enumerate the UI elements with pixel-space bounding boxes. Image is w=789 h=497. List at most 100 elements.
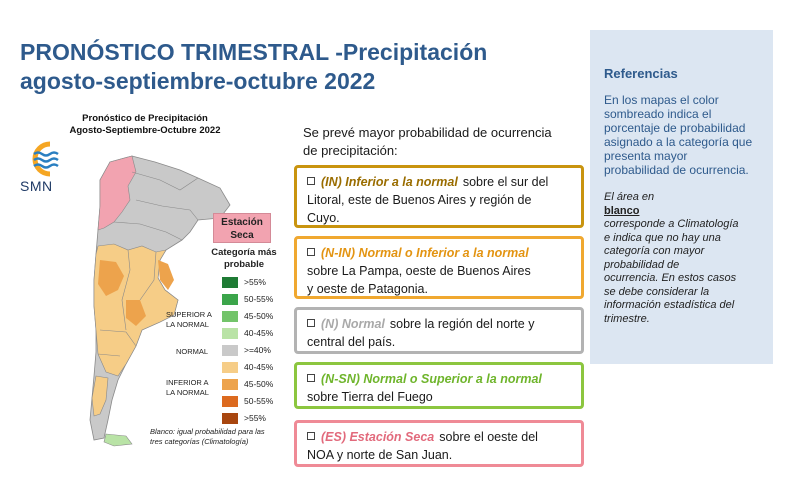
refs-p2-line: corresponde a Climatología bbox=[604, 218, 739, 230]
legend-item: 45-50% bbox=[222, 379, 278, 391]
forecast-line-2: NOA y norte de San Juan. bbox=[307, 448, 453, 462]
map-title: Pronóstico de Precipitación Agosto-Septi… bbox=[60, 113, 230, 137]
legend-swatch bbox=[222, 345, 238, 356]
legend-label: 40-45% bbox=[244, 328, 274, 338]
legend-title: Categoría más probable bbox=[205, 247, 283, 271]
refs-p1-line: porcentaje de probabilidad bbox=[604, 121, 746, 135]
legend-label: >55% bbox=[244, 413, 266, 423]
references-paragraph-2: El área en blanco corresponde a Climatol… bbox=[604, 191, 761, 326]
argentina-forecast-map bbox=[89, 155, 231, 447]
legend-item: 50-55% bbox=[222, 396, 278, 408]
refs-p1-line: asignado a la categoría que bbox=[604, 135, 753, 149]
refs-p2-first-line: El área en blanco bbox=[604, 191, 761, 218]
legend-label: 50-55% bbox=[244, 294, 274, 304]
legend-item: >55% bbox=[222, 413, 278, 425]
forecast-code: (N-IN) Normal o Inferior a la normal bbox=[321, 246, 529, 260]
forecast-line-2: sobre La Pampa, oeste de Buenos Aires bbox=[307, 264, 531, 278]
forecast-box-in: (IN) Inferior a la normal sobre el sur de… bbox=[294, 165, 584, 228]
legend-group-normal: NORMAL bbox=[176, 347, 209, 356]
legend-swatch bbox=[222, 379, 238, 390]
title-line-1: PRONÓSTICO TRIMESTRAL -Precipitación bbox=[20, 39, 488, 65]
refs-p2-line: e indica que no hay una bbox=[604, 231, 721, 244]
blanco-note: Blanco: igual probabilidad para las tres… bbox=[150, 427, 265, 446]
forecast-code: (IN) Inferior a la normal bbox=[321, 175, 458, 189]
legend-label: >55% bbox=[244, 277, 266, 287]
refs-p2-line: trimestre. bbox=[604, 312, 650, 325]
checkbox-bullet-icon bbox=[307, 432, 315, 440]
legend-label: 45-50% bbox=[244, 311, 274, 321]
legend-label: 40-45% bbox=[244, 362, 274, 372]
refs-p1-line: probabilidad de ocurrencia. bbox=[604, 163, 749, 177]
legend-item: >55% bbox=[222, 277, 278, 289]
forecast-code: (N-SN) Normal o Superior a la normal bbox=[321, 372, 542, 386]
smn-logo-text: SMN bbox=[20, 178, 53, 194]
forecast-line-1: (N-SN) Normal o Superior a la normal bbox=[307, 370, 573, 388]
map-region-inferior-45c bbox=[126, 300, 146, 326]
legend-label: 50-55% bbox=[244, 396, 274, 406]
map-title-line-2: Agosto-Septiembre-Octubre 2022 bbox=[69, 125, 221, 136]
forecast-line-3: y oeste de Patagonia. bbox=[307, 282, 428, 296]
forecast-text: sobre el sur del bbox=[462, 175, 549, 189]
refs-p1-line: En los mapas el color bbox=[604, 93, 719, 107]
legend-group-inferior: INFERIOR A LA NORMAL bbox=[166, 378, 209, 398]
page-title: PRONÓSTICO TRIMESTRAL -Precipitación ago… bbox=[20, 38, 487, 96]
group-inferior-line-2: LA NORMAL bbox=[166, 388, 209, 397]
legend-item: 40-45% bbox=[222, 328, 278, 340]
legend-title-line-2: probable bbox=[223, 259, 265, 270]
estacion-line-2: Seca bbox=[230, 230, 254, 241]
map-region-patagonia bbox=[91, 375, 109, 417]
refs-p1-line: presenta mayor bbox=[604, 149, 688, 163]
refs-p2-line: categoría con mayor bbox=[604, 245, 705, 257]
refs-p2-line: probabilidad de bbox=[604, 258, 680, 271]
estacion-seca-label: Estación Seca bbox=[213, 213, 271, 243]
forecast-line-2: sobre Tierra del Fuego bbox=[307, 390, 433, 404]
forecast-box-n-sn: (N-SN) Normal o Superior a la normal sob… bbox=[294, 362, 584, 409]
map-region-estacion-seca bbox=[97, 155, 137, 231]
smn-logo-icon bbox=[32, 141, 59, 177]
legend-title-line-1: Categoría más bbox=[211, 247, 277, 258]
checkbox-bullet-icon bbox=[307, 319, 315, 327]
forecast-code: (ES) Estación Seca bbox=[321, 430, 435, 444]
forecast-code: (N) Normal bbox=[321, 317, 385, 331]
refs-p2-line: ocurrencia. En estos casos bbox=[604, 272, 737, 284]
forecast-line-1: (N-IN) Normal o Inferior a la normal bbox=[307, 244, 573, 262]
forecast-line-1: (ES) Estación Seca sobre el oeste del bbox=[307, 428, 573, 446]
forecast-box-n-in: (N-IN) Normal o Inferior a la normal sob… bbox=[294, 236, 584, 299]
legend-swatch bbox=[222, 328, 238, 339]
checkbox-bullet-icon bbox=[307, 177, 315, 185]
legend-swatch bbox=[222, 413, 238, 424]
forecast-box-es: (ES) Estación Seca sobre el oeste del NOA… bbox=[294, 420, 584, 467]
legend-item: 45-50% bbox=[222, 311, 278, 323]
forecast-line-1: (IN) Inferior a la normal sobre el sur de… bbox=[307, 173, 573, 191]
legend-swatch bbox=[222, 396, 238, 407]
title-line-2: agosto-septiembre-octubre 2022 bbox=[20, 68, 376, 94]
group-superior-line-1: SUPERIOR A bbox=[166, 310, 212, 319]
forecast-line-2: central del país. bbox=[307, 335, 396, 349]
legend-group-superior: SUPERIOR A LA NORMAL bbox=[166, 310, 212, 330]
legend-item: >=40% bbox=[222, 345, 278, 357]
intro-line-1: Se prevé mayor probabilidad de ocurrenci… bbox=[303, 125, 552, 140]
refs-p2-line: información estadística del bbox=[604, 299, 735, 311]
legend-swatch bbox=[222, 362, 238, 373]
references-panel: Referencias En los mapas el color sombre… bbox=[590, 30, 773, 364]
forecast-line-1: (N) Normal sobre la región del norte y bbox=[307, 315, 573, 333]
map-region-tierra-del-fuego bbox=[103, 433, 133, 447]
forecast-text: sobre el oeste del bbox=[439, 430, 538, 444]
legend-swatch bbox=[222, 311, 238, 322]
forecast-line-3: Cuyo. bbox=[307, 211, 340, 225]
intro-line-2: de precipitación: bbox=[303, 143, 398, 158]
refs-p1-line: sombreado indica el bbox=[604, 107, 712, 121]
map-region-inferior-45 bbox=[98, 260, 124, 296]
references-title: Referencias bbox=[604, 66, 678, 81]
legend-item: 50-55% bbox=[222, 294, 278, 306]
group-superior-line-2: LA NORMAL bbox=[166, 320, 209, 329]
legend-label: 45-50% bbox=[244, 379, 274, 389]
map-region-inferior-45b bbox=[158, 260, 174, 290]
legend-item: 40-45% bbox=[222, 362, 278, 374]
intro-text: Se prevé mayor probabilidad de ocurrenci… bbox=[303, 124, 573, 160]
refs-p2-a: El área en bbox=[604, 191, 655, 203]
legend-label: >=40% bbox=[244, 345, 271, 355]
references-paragraph-1: En los mapas el color sombreado indica e… bbox=[604, 93, 761, 177]
group-inferior-line-1: INFERIOR A bbox=[166, 378, 209, 387]
legend-swatch bbox=[222, 277, 238, 288]
